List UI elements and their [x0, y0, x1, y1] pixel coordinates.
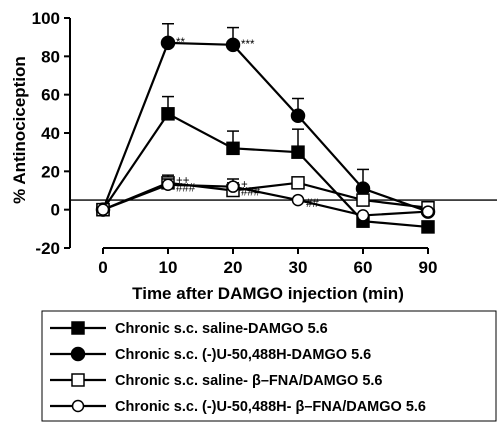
- annotation-layer: ** ***++### +#####: [176, 37, 319, 210]
- x-tick-label: 10: [159, 258, 178, 277]
- significance-annotation: +: [241, 179, 248, 191]
- x-tick-label: 20: [224, 258, 243, 277]
- legend-marker: [70, 346, 86, 362]
- y-tick-label: 100: [32, 9, 60, 28]
- y-tick-label: 60: [41, 86, 60, 105]
- data-point: [161, 178, 175, 191]
- legend-marker: [71, 399, 85, 413]
- legend-label: Chronic s.c. saline-DAMGO 5.6: [115, 321, 328, 337]
- series-line: [102, 112, 429, 229]
- data-point: [355, 181, 371, 196]
- x-tick-label: 60: [354, 258, 373, 277]
- legend-items: Chronic s.c. saline-DAMGO 5.6 Chronic s.c…: [50, 321, 426, 415]
- data-point: [290, 108, 306, 123]
- data-point: [291, 145, 305, 159]
- legend-label: Chronic s.c. saline- β–FNA/DAMGO 5.6: [115, 373, 383, 389]
- significance-annotation: ###: [241, 186, 261, 198]
- data-point: [291, 193, 305, 207]
- significance-annotation: ##: [306, 198, 319, 210]
- data-point: [356, 193, 370, 207]
- series-line: [102, 183, 429, 217]
- data-point: [226, 180, 240, 193]
- significance-annotation: ***: [241, 39, 255, 51]
- x-tick-label: 90: [419, 258, 438, 277]
- legend-label: Chronic s.c. (-)U-50,488H-DAMGO 5.6: [115, 347, 371, 363]
- y-tick-label: 40: [41, 124, 60, 143]
- significance-annotation: ++: [176, 175, 190, 187]
- legend-box: [41, 310, 497, 422]
- y-tick-label: -20: [35, 239, 60, 258]
- data-point: [225, 37, 241, 53]
- y-tick-label: 20: [41, 162, 60, 181]
- axes-layer: -20 0 20 40 60 80 100 0 10 20 30 60 90: [32, 9, 438, 277]
- series-1: [96, 95, 435, 234]
- data-point: [421, 220, 435, 234]
- legend-item-3: Chronic s.c. saline- β–FNA/DAMGO 5.6: [50, 373, 383, 389]
- series-line: [102, 181, 429, 211]
- data-point: [161, 107, 175, 121]
- x-axis-title: Time after DAMGO injection (min): [132, 284, 404, 303]
- series-line: [101, 41, 429, 213]
- data-point: [421, 205, 435, 218]
- legend-marker: [71, 373, 85, 387]
- data-point: [356, 209, 370, 222]
- legend-marker: [71, 321, 85, 335]
- significance-annotation: ###: [176, 183, 196, 195]
- y-tick-label: 80: [41, 47, 60, 66]
- legend-item-1: Chronic s.c. saline-DAMGO 5.6: [50, 321, 328, 337]
- series-4: [96, 178, 435, 222]
- legend-label: Chronic s.c. (-)U-50,488H- β–FNA/DAMGO 5…: [115, 399, 426, 415]
- series-2: [95, 23, 436, 219]
- data-point: [226, 141, 240, 156]
- y-tick-label: 0: [51, 201, 60, 220]
- data-point: [96, 203, 110, 216]
- data-point: [291, 176, 305, 190]
- legend-item-4: Chronic s.c. (-)U-50,488H- β–FNA/DAMGO 5…: [50, 399, 426, 415]
- x-tick-label: 0: [98, 258, 107, 277]
- x-tick-label: 30: [289, 258, 308, 277]
- legend-item-2: Chronic s.c. (-)U-50,488H-DAMGO 5.6: [50, 346, 371, 363]
- y-axis-title: % Antinociception: [10, 56, 29, 204]
- data-point: [160, 35, 176, 51]
- legend: Chronic s.c. saline-DAMGO 5.6 Chronic s.c…: [41, 310, 497, 422]
- series-layer: [95, 23, 436, 234]
- significance-annotation: **: [176, 37, 185, 49]
